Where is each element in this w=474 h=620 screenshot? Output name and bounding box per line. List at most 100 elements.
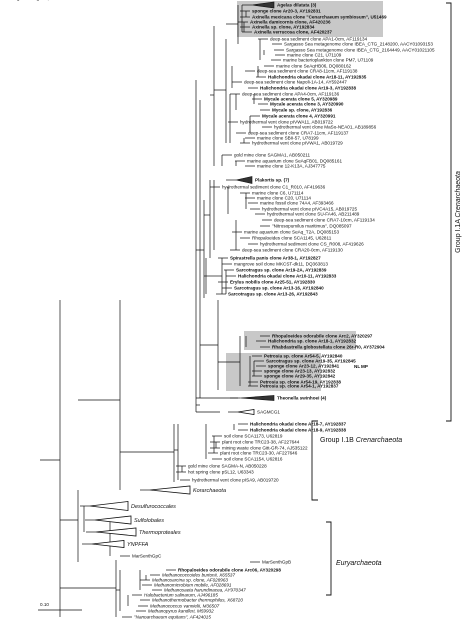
- leaf-label: marine fossil clone 74A4, AF393466: [260, 201, 334, 206]
- leaf-label: Sarcotragus sp. clone Ar13-26, AY192843: [228, 292, 318, 297]
- tree-annotations: NL MP 0.10 Group I.1A Crenarchaeota Grou…: [38, 2, 462, 611]
- leaf-label: Mycale acerata clone 3, AY320990: [270, 102, 344, 107]
- leaf-label: hydrothermal sediment clone C1_R010, AF4…: [222, 185, 326, 190]
- collapsed-clade-triangle: [94, 515, 132, 525]
- highlight-boxes: [226, 1, 383, 391]
- leaf-label: Axinella damicornis clone, AF420236: [250, 20, 331, 25]
- leaf-label: deep-sea sediment clone APA1-0cm, AF1191…: [270, 37, 368, 42]
- leaf-label: Rhopaloeides odorabile clone Arc2, AY320…: [272, 334, 373, 339]
- leaf-label: sponge clone Ar20-3, AY192831: [252, 9, 321, 14]
- leaf-label: Mycale sp. clone, AY192836: [272, 108, 333, 113]
- leaf-label: deep-sea sediment clone CRA7-11cm, AF119…: [248, 131, 349, 136]
- collapsed-clade-triangle: [149, 485, 191, 495]
- leaf-label: Sulfolobales: [134, 518, 164, 524]
- leaf-label: Rhopaloeides odorabile clone Arc06, AY32…: [178, 568, 281, 573]
- leaf-label: Methanococcus vannielii, M36507: [150, 604, 220, 609]
- highlight-box-sponge-lower: [226, 353, 321, 391]
- leaf-label: Mycale acerata clone 4, AY320991: [262, 114, 336, 119]
- leaf-label: deep-sea sediment clone Napoli-1A-14, AY…: [244, 80, 347, 85]
- leaf-label: Axinella verrucosa clone, AF420237: [254, 30, 332, 35]
- leaf-label: Sarcotragus sp. clone Ar13-16, AY192840: [234, 286, 324, 291]
- leaf-label: Methanococcoides burtonii, X65537: [162, 573, 235, 578]
- leaf-label: marine bacterioplankton clone PM7, U7110…: [283, 58, 374, 63]
- leaf-label: "Nanoarchaeum equitans", AF424015: [134, 615, 211, 620]
- leaf-label: Rhabdastrella globostellata clone 26r-R0…: [272, 345, 385, 350]
- leaf-label: Theonella swinhoei (4): [277, 396, 327, 401]
- highlight-box-sponge-middle: [244, 331, 356, 350]
- leaf-label: SAGMCG1: [257, 410, 280, 415]
- group-i1a-taxon: Crenarchaeota: [455, 171, 462, 217]
- leaf-label: mangrove soil clone MKCST-dk11, DQ363813: [234, 262, 328, 267]
- leaf-label: Petrosia sp. clone Ar54-19, AY192838: [260, 380, 341, 385]
- collapsed-clade-triangle: [89, 501, 129, 511]
- leaf-label: Sargasso Sea metagenome clone IBEA_CTG_2…: [284, 42, 433, 47]
- leaf-label: Desulfurococcales: [131, 504, 176, 510]
- leaf-label: hydrothermal vent clone MaSo-NEA01, AB18…: [274, 125, 377, 130]
- leaf-label: Methanothermobacter thermophilus, X68720: [152, 598, 243, 603]
- leaf-label: Sargasso Sea metagenome clone IBEA_CTG_2…: [286, 48, 435, 53]
- leaf-label: YNPFFA: [127, 542, 149, 548]
- leaf-label: Korarchaeota: [193, 488, 226, 494]
- leaf-label: Halichondria okadai clone Ar10-11, AY192…: [238, 274, 337, 279]
- leaf-label: "Nitrosopumilus maritimus", DQ085097: [272, 224, 352, 229]
- leaf-label: marine clone SeAqHB06, DQ080162: [276, 64, 352, 69]
- leaf-label: MarSenthGpB: [262, 560, 291, 565]
- leaf-label: marine clone 12-K13A, AJ347775: [257, 164, 326, 169]
- leaf-label: hydrothermal vent clone pIVC4A15, AB0197…: [262, 207, 357, 212]
- leaf-label: deep-sea sediment clone APA4-0cm, AF1191…: [242, 92, 340, 97]
- leaf-label: Halobacterium salinarum, AJ496185: [144, 593, 218, 598]
- leaf-label: Halichondria okadai clone Ar18-11, AY192…: [268, 75, 367, 80]
- tree-labels: Agelas dilatata (3)sponge clone Ar20-3, …: [0, 0, 435, 620]
- group-i1b-taxon: Crenarchaeota: [356, 437, 402, 444]
- leaf-label: Erylus nobilis clone Ar25-51, AY192830: [230, 280, 315, 285]
- collapsed-clade-triangle: [237, 409, 255, 415]
- leaf-label: deep-sea sediment clone CRA7-10cm, AF119…: [274, 218, 375, 223]
- collapsed-clade-triangle: [251, 1, 275, 9]
- leaf-label: Thermoproteales: [139, 530, 181, 536]
- leaf-label: Halichondria okadai clone Ar18-7, AY1928…: [250, 422, 346, 427]
- leaf-label: sponge clone Ar29-35, AY192842: [264, 374, 336, 379]
- leaf-label: MarSenthGpC: [132, 554, 162, 559]
- leaf-label: plant root clone TRC23-30, AF227646: [220, 451, 298, 456]
- leaf-label: marine clone SBII-57, U78199: [257, 136, 319, 141]
- collapsed-clade-triangle: [91, 540, 125, 548]
- leaf-label: marine clone C21, U71109: [287, 53, 342, 58]
- leaf-label: hydrothermal vent clone pIVWA1, AB019729: [252, 141, 343, 146]
- group-i1b-prefix: Group I.1B: [320, 437, 356, 444]
- tree-branches: [40, 4, 285, 618]
- leaf-label: deep-sea sediment clone CRA20-0cm, AF119…: [242, 248, 343, 253]
- clade-marker-nl: NL: [354, 364, 360, 369]
- leaf-label: sponge clone Ar23-12, AY192841: [268, 364, 340, 369]
- collapsed-clade-triangle: [235, 176, 253, 184]
- euryarchaeota-label: Euryarchaeota: [336, 560, 382, 567]
- leaf-label: Mycale acerata clone 5, AY320989: [264, 97, 338, 102]
- euryarchaeota-bracket: [326, 521, 332, 596]
- leaf-label: gold mine clone SAGMA1, AB050211: [234, 153, 310, 158]
- scale-bar-label: 0.10: [40, 602, 49, 607]
- leaf-label: Halichondria sp. clone Ar18-1, AY192832: [268, 339, 357, 344]
- collapsed-clades: [89, 1, 275, 548]
- leaf-label: Sarcotragus sp. clone Ar19-35, AY192845: [266, 359, 356, 364]
- group-i1a-bracket: [446, 2, 452, 422]
- leaf-label: mining waste clone Gitt-GR-74, AJ535122: [222, 446, 308, 451]
- leaf-label: hot spring clone pSL12, U63343: [188, 470, 254, 475]
- leaf-label: Halichondria okadai clone Ar18-9, AY1928…: [250, 428, 346, 433]
- leaf-label: gold mine clone SAGMA-N, AB050228: [188, 464, 267, 469]
- leaf-label: Axinella mexicana clone "Cenarchaeum sym…: [252, 15, 387, 20]
- leaf-label: Petrosia sp. clone Ar54-5, AY192840: [264, 354, 343, 359]
- group-i1a-prefix: Group I.1A: [455, 217, 462, 252]
- leaf-label: plant root clone TRC23-38, AF227644: [222, 440, 300, 445]
- leaf-label: Methanosaeta harundinacea, AY970347: [164, 588, 246, 593]
- clade-marker-mp: MP: [361, 364, 368, 369]
- leaf-label: Methanomicrobium mobile, AF028691: [154, 583, 232, 588]
- group-i1b-label: Group I.1B Crenarchaeota: [320, 437, 402, 444]
- leaf-label: marine aquarium clone SeAq_T2A, DQ085153: [244, 230, 339, 235]
- leaf-label: marine clone C20, U71114: [257, 196, 311, 201]
- group-i1a-label: Group I.1A Crenarchaeota: [455, 171, 462, 253]
- leaf-label: marine clone C6, U71114: [252, 191, 304, 196]
- leaf-label: Methanopyrus kandleri, M59932: [148, 609, 214, 614]
- collapsed-clade-triangle: [95, 527, 137, 537]
- leaf-label: hydrothermal vent clone SU-FA46, AB21148…: [267, 212, 360, 217]
